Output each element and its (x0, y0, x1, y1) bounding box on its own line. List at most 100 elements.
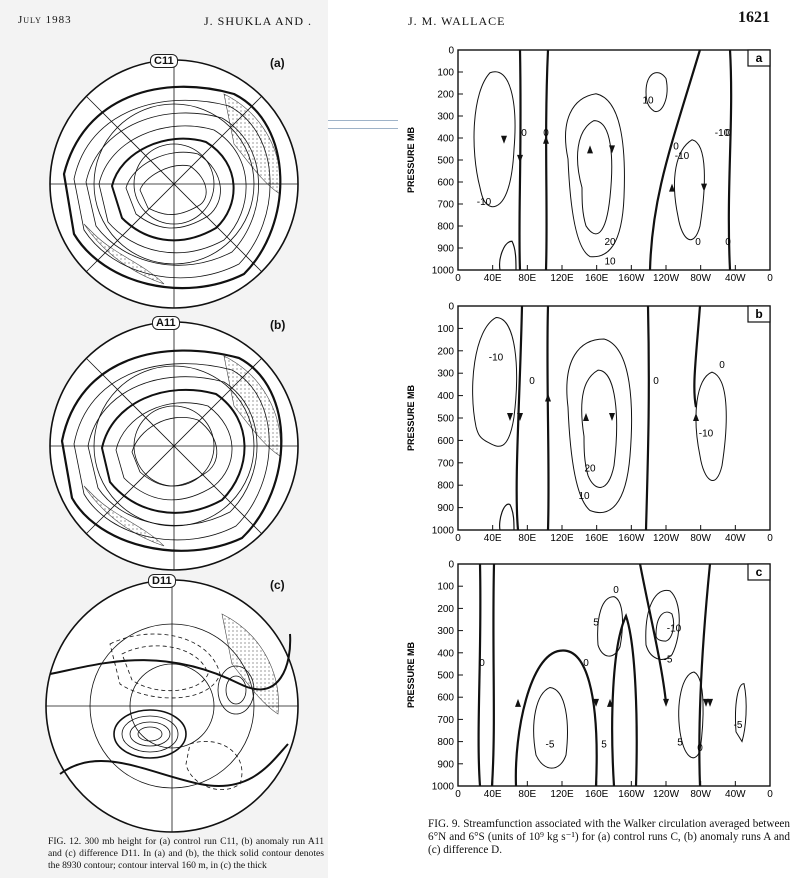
contour-label: 0 (719, 360, 725, 371)
contour-label: 0 (583, 658, 589, 669)
contour-line (699, 564, 710, 786)
y-tick-label: 100 (437, 324, 454, 335)
contour-lines (479, 564, 747, 786)
contour-label: -5 (734, 720, 743, 731)
contour-line (598, 597, 623, 656)
flow-arrow (607, 698, 613, 707)
flow-arrow (515, 698, 521, 707)
plot-area (457, 305, 771, 531)
polar-map-b (49, 321, 299, 571)
flow-arrow (707, 698, 713, 707)
contour-label: 5 (601, 739, 607, 750)
contour-label: 0 (673, 141, 679, 152)
x-tick-label: 80E (518, 533, 536, 544)
header-right-authors: J. M. WALLACE (408, 14, 506, 28)
contour-line (473, 318, 517, 447)
contour-line (578, 121, 612, 234)
x-tick-label: 120W (653, 789, 680, 800)
panel-letter-box: c (747, 563, 771, 581)
gutter-line (328, 120, 398, 121)
contour-label: -10 (675, 151, 690, 162)
y-axis-label: PRESSURE MB (406, 384, 416, 451)
y-tick-label: 100 (437, 68, 454, 79)
contour-line (640, 564, 666, 703)
flow-arrow (517, 154, 523, 163)
x-tick-label: 160W (618, 273, 645, 284)
flow-arrow (543, 135, 549, 144)
contour-label: -10 (667, 623, 682, 634)
y-tick-label: 600 (437, 693, 454, 704)
header-month: July 1983 (18, 14, 72, 26)
x-tick-label: 40W (725, 533, 746, 544)
contour-lines (473, 306, 727, 530)
y-tick-label: 600 (437, 178, 454, 189)
map-label-b: A11 (152, 316, 180, 330)
x-tick-label: 160W (618, 789, 645, 800)
flow-arrow (703, 698, 709, 707)
y-tick-label: 1000 (432, 266, 455, 277)
contour-line (679, 672, 703, 758)
gutter-line (328, 128, 398, 129)
flow-arrow (583, 412, 589, 421)
panel-letter: c (756, 565, 763, 579)
header-left-authors: J. SHUKLA AND . (204, 14, 313, 28)
flow-arrow (693, 412, 699, 421)
contour-line (696, 372, 726, 480)
x-tick-label: 80W (690, 273, 711, 284)
contour-label: -5 (664, 654, 673, 665)
x-tick-label: 160E (585, 533, 609, 544)
contour-label: 5 (677, 737, 683, 748)
contour-label: 0 (697, 743, 703, 754)
polar-map-c (45, 579, 299, 833)
y-tick-label: 800 (437, 481, 454, 492)
panel-letter-box: b (747, 305, 771, 323)
y-tick-label: 400 (437, 391, 454, 402)
contour-label: 0 (543, 128, 549, 139)
x-tick-label: 160W (618, 533, 645, 544)
contour-label: 10 (604, 256, 616, 267)
contour-label: -10 (477, 197, 492, 208)
y-axis-label: PRESSURE MB (406, 641, 416, 708)
contour-label: 0 (695, 237, 701, 248)
panel-letter: b (755, 307, 762, 321)
contour-line (516, 651, 597, 786)
map-panel-a: (a) (270, 56, 285, 70)
contour-label: -10 (489, 352, 504, 363)
contour-line (500, 241, 516, 270)
x-tick-label: 0 (455, 533, 461, 544)
map-panel-b: (b) (270, 318, 286, 332)
polar-map-a (49, 59, 299, 309)
y-tick-label: 1000 (432, 526, 455, 537)
page-gutter (328, 0, 398, 878)
contour-line (567, 339, 632, 513)
contour-line (474, 72, 515, 207)
contour-label: 5 (593, 618, 599, 629)
contour-label: 0 (529, 376, 535, 387)
contour-line (674, 140, 704, 240)
y-tick-label: 1000 (432, 782, 455, 793)
y-tick-label: 300 (437, 369, 454, 380)
x-tick-label: 40E (484, 789, 502, 800)
contour-label: 0 (653, 376, 659, 387)
contour-line (547, 306, 548, 530)
x-tick-label: 0 (767, 273, 773, 284)
y-tick-label: 500 (437, 414, 454, 425)
contour-line (656, 612, 674, 641)
flow-arrow (517, 412, 523, 421)
contour-label: 0 (725, 237, 731, 248)
contour-label: 10 (642, 95, 654, 106)
x-tick-label: 40W (725, 789, 746, 800)
x-tick-label: 0 (767, 789, 773, 800)
contour-line (534, 687, 568, 768)
contour-label: -5 (546, 739, 555, 750)
y-tick-label: 500 (437, 671, 454, 682)
x-tick-label: 120E (550, 273, 574, 284)
figure-caption-right: FIG. 9. Streamfunction associated with t… (428, 818, 790, 856)
panel-letter-box: a (747, 49, 771, 67)
flow-arrow (701, 183, 707, 192)
contour-line (479, 564, 481, 786)
x-tick-label: 0 (767, 533, 773, 544)
